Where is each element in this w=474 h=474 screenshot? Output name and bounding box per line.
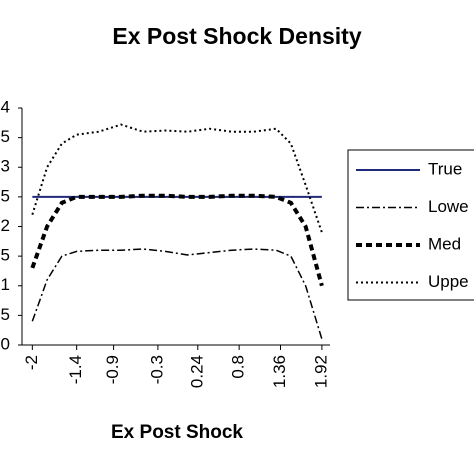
y-tick-label: 0.2 xyxy=(0,216,10,235)
chart-title: Ex Post Shock Density xyxy=(112,23,361,49)
x-axis-label: Ex Post Shock xyxy=(111,422,243,443)
y-tick-label: 0.15 xyxy=(0,246,10,265)
x-tick-label: 0.24 xyxy=(187,355,206,388)
series-line xyxy=(31,248,323,340)
x-tick-label: -2 xyxy=(22,355,41,370)
y-tick-label: 0.4 xyxy=(0,97,10,116)
x-tick-label: 1.92 xyxy=(311,355,330,388)
y-tick-label: 0.05 xyxy=(0,305,10,324)
series-line xyxy=(30,193,324,287)
x-tick-label: -1.4 xyxy=(66,355,85,384)
y-tick-label: 0 xyxy=(1,334,10,353)
legend-label: True xyxy=(428,159,462,178)
legend-label: Uppe xyxy=(428,272,469,291)
y-tick-label: 0.35 xyxy=(0,127,10,146)
legend-label: Lowe xyxy=(428,197,469,216)
x-tick-label: 0.8 xyxy=(229,355,248,379)
y-tick-label: 0.1 xyxy=(0,275,10,294)
legend-box xyxy=(347,149,474,301)
y-tick-label: 0.25 xyxy=(0,186,10,205)
x-tick-label: 1.36 xyxy=(270,355,289,388)
x-tick-label: -0.3 xyxy=(147,355,166,384)
y-tick-label: 0.3 xyxy=(0,157,10,176)
series-line xyxy=(31,123,323,233)
legend-label: Med xyxy=(428,234,461,253)
x-tick-label: -0.9 xyxy=(103,355,122,384)
